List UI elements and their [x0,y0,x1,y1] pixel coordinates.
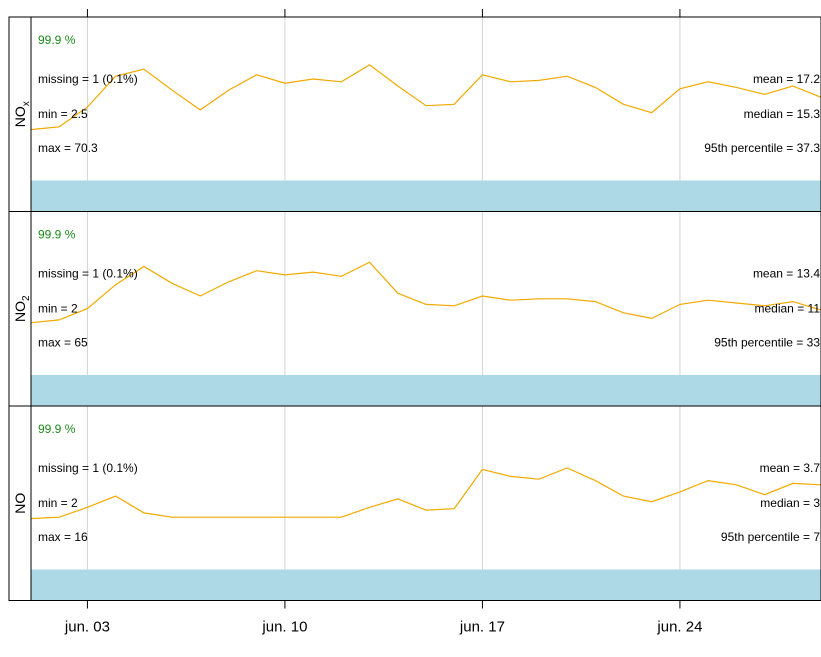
panel-0: 99.9 % missing = 1 (0.1%) min = 2.5 max = 7… [12,17,821,212]
stat-median: median = 15.3 [744,107,821,121]
data-coverage-bar [31,180,821,212]
stat-mean: mean = 17.2 [753,72,820,86]
stat-median: median = 11 [755,302,821,316]
panel-2: 99.9 % missing = 1 (0.1%) min = 2 max = 16 m… [9,405,821,601]
stat-mean: mean = 3.7 [760,461,821,475]
stat-p95: 95th percentile = 37.3 [704,141,820,155]
series-line [30,467,821,520]
panel-label-subscript: 2 [21,295,32,301]
stat-mean: mean = 13.4 [753,267,820,281]
x-tick-label: jun. 24 [656,619,702,636]
stat-min: min = 2 [38,496,78,510]
panel-label-subscript: x [21,101,32,106]
x-tick-label: jun. 10 [261,619,307,636]
stat-median: median = 3 [760,496,820,510]
stat-p95: 95th percentile = 33 [714,336,820,350]
x-axis: jun. 03 jun. 10 jun. 17 jun. 24 [8,9,821,636]
data-capture-percent: 99.9 % [38,33,76,47]
stat-missing: missing = 1 (0.1%) [38,72,138,86]
panel-1: 99.9 % missing = 1 (0.1%) min = 2 max = 65 m… [9,211,821,406]
stat-min: min = 2 [38,302,78,316]
panel-label: NO [12,493,28,514]
series-line [30,64,821,131]
stat-max: max = 70.3 [38,141,98,155]
stat-max: max = 65 [38,336,88,350]
plot-frame [8,16,821,601]
stat-p95: 95th percentile = 7 [721,530,820,544]
x-tick-label: jun. 03 [64,619,110,636]
stat-max: max = 16 [38,530,88,544]
data-coverage-bar [31,375,821,406]
stat-min: min = 2.5 [38,107,88,121]
panels-layer: 99.9 % missing = 1 (0.1%) min = 2.5 max = 7… [9,17,821,601]
x-tick-label: jun. 17 [459,619,505,636]
panel-label: NO2 [12,295,32,322]
stat-missing: missing = 1 (0.1%) [38,267,138,281]
data-capture-percent: 99.9 % [38,228,76,242]
panel-label: NOx [12,101,32,127]
data-capture-percent: 99.9 % [38,422,76,436]
series-line [30,261,821,324]
stat-missing: missing = 1 (0.1%) [38,461,138,475]
data-coverage-bar [31,569,821,601]
